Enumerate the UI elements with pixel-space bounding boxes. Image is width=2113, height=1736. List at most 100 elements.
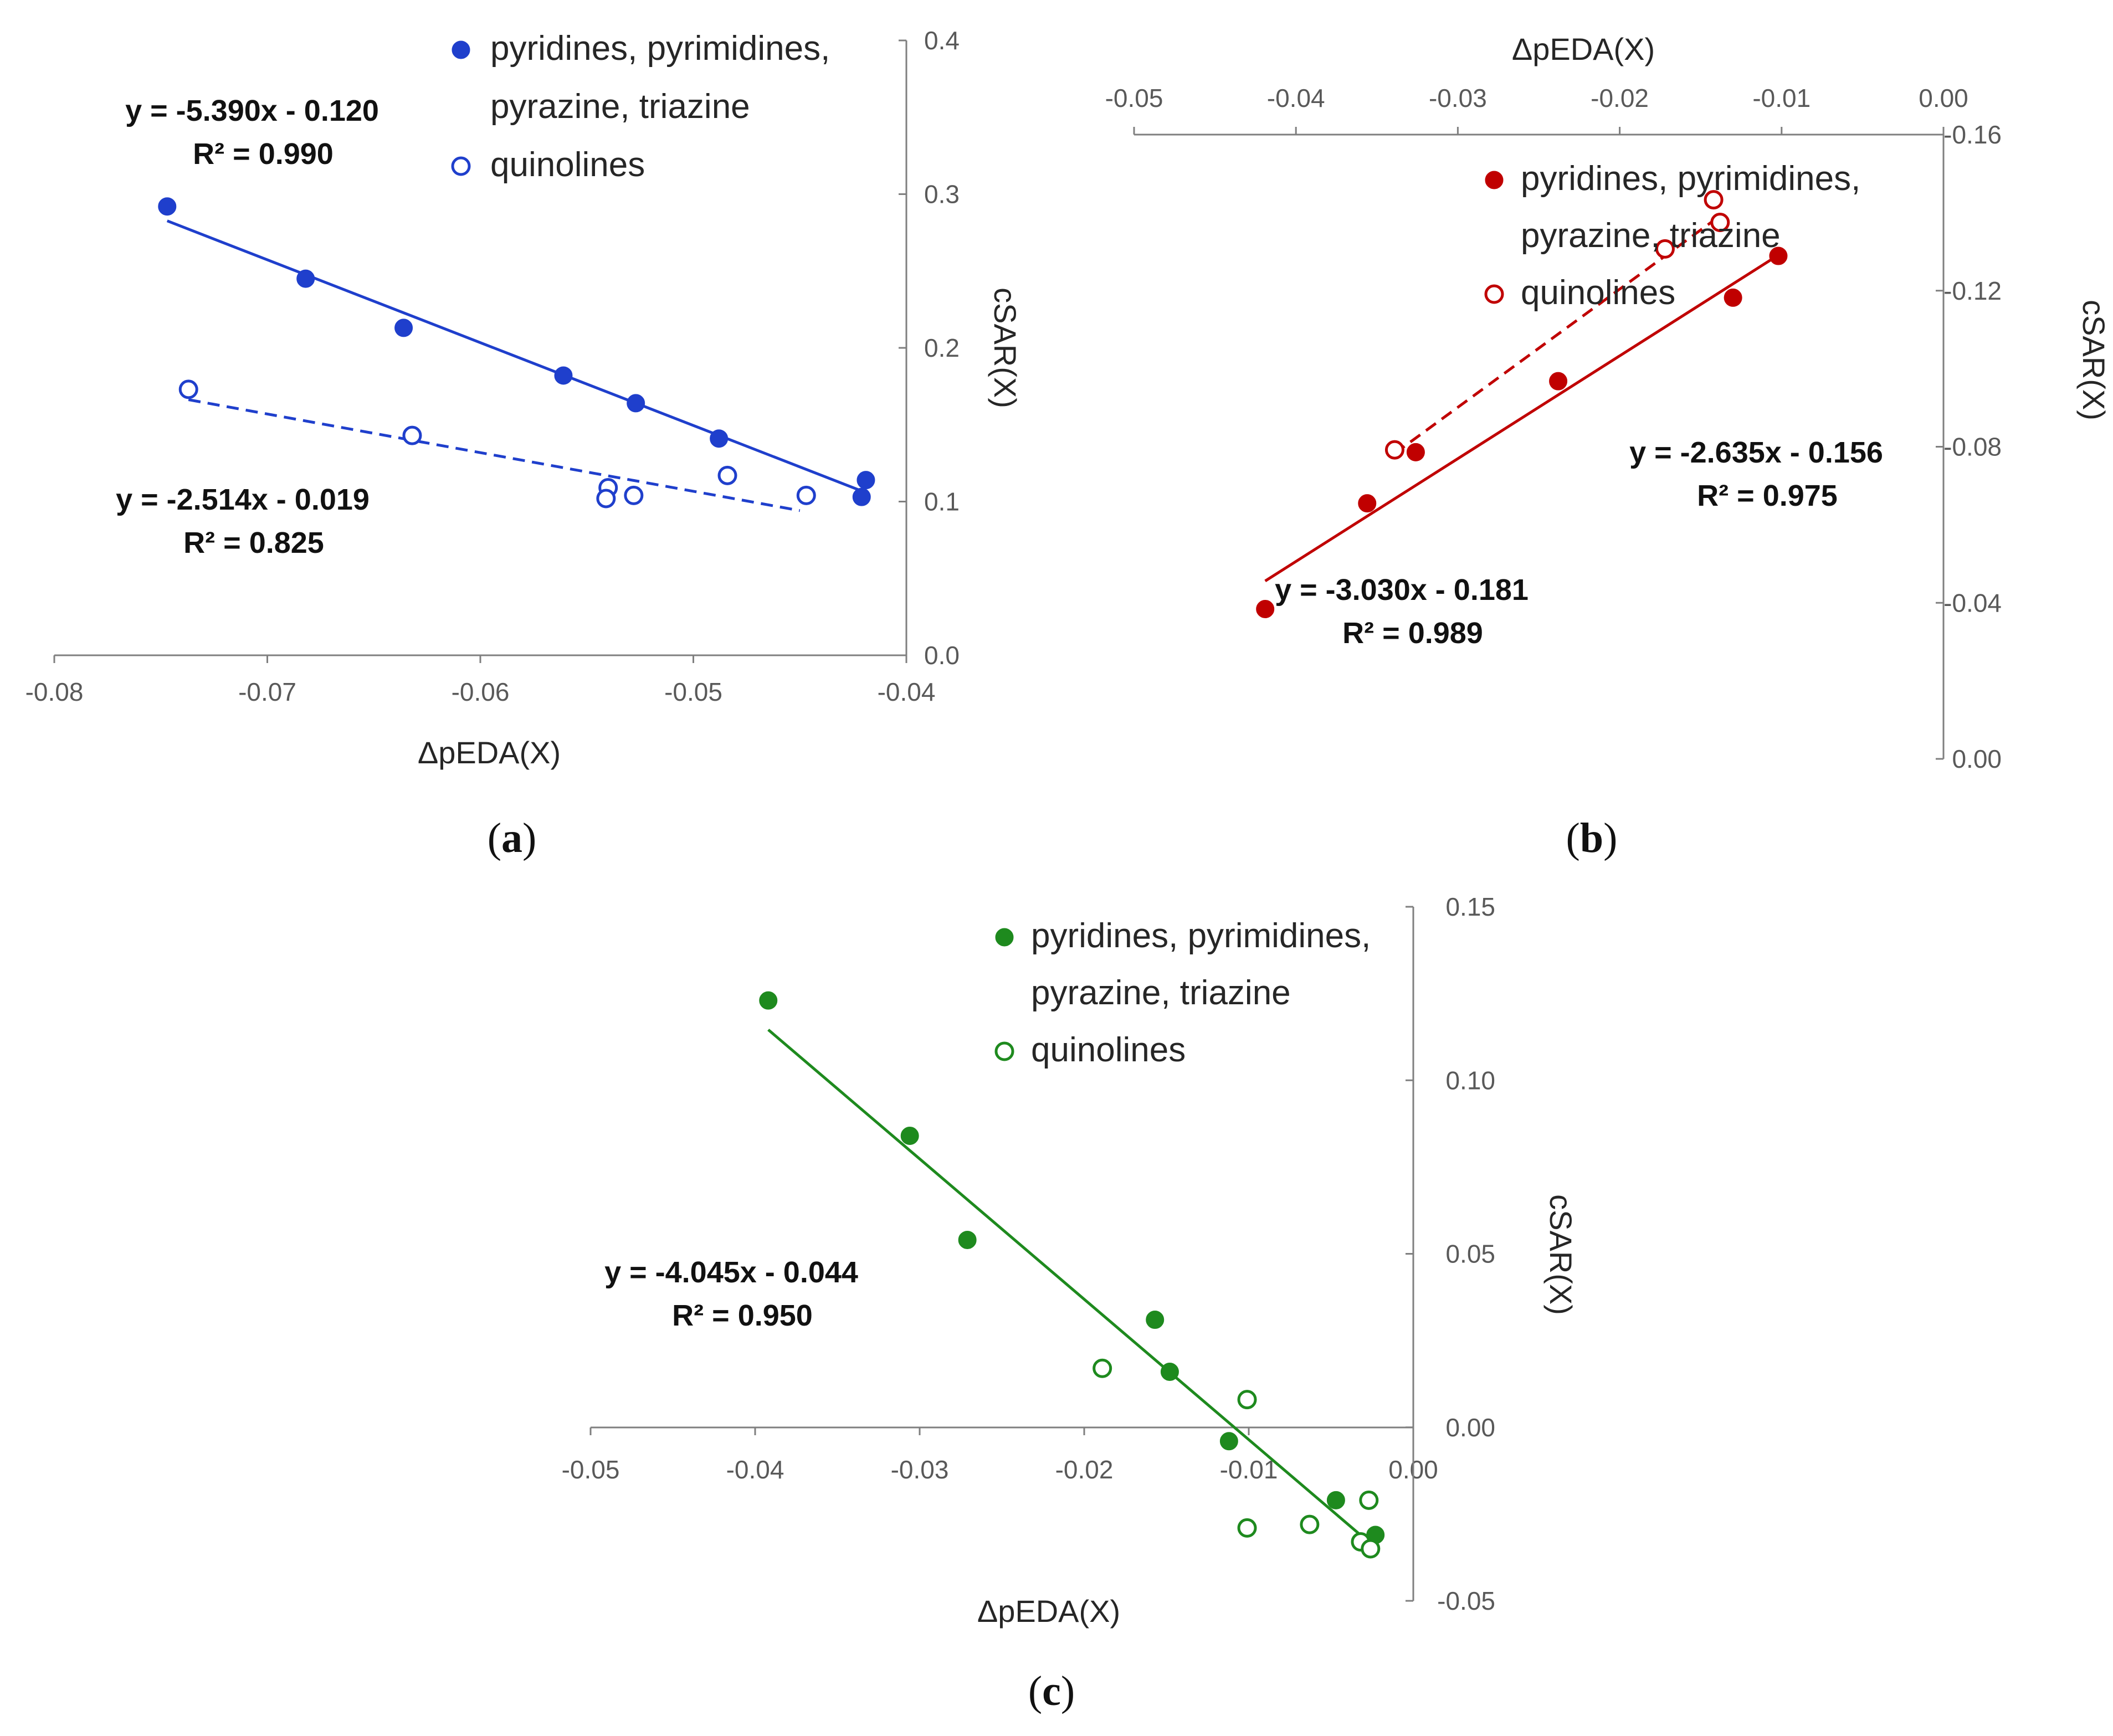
data-point-filled <box>900 1126 919 1145</box>
y-tick-label: 0.00 <box>1445 1413 1495 1442</box>
regression-equation: y = -4.045x - 0.044 <box>604 1256 858 1289</box>
r-squared-label: R² = 0.975 <box>1697 479 1838 512</box>
data-point-open <box>178 379 198 399</box>
data-point-filled <box>158 197 177 216</box>
legend: pyridines, pyrimidines, pyrazine, triazin… <box>994 917 1371 1069</box>
y-tick-label: 0.1 <box>924 487 960 516</box>
chart-panel-a: -0.08 -0.07 -0.06 -0.05 -0.04 0.0 0.1 0.2 0.3 0.4… <box>25 26 1023 861</box>
legend-marker-filled <box>995 928 1014 947</box>
panel-caption: (a) <box>488 815 537 861</box>
regression-equation: y = -5.390x - 0.120 <box>125 94 379 127</box>
legend-label: quinolines <box>1031 1031 1186 1069</box>
data-point-filled <box>1358 494 1377 513</box>
x-tick-label: -0.08 <box>25 677 84 706</box>
data-point-open <box>1237 1518 1257 1538</box>
legend-marker-open <box>451 156 471 176</box>
x-axis-title: ΔpEDA(X) <box>418 735 561 770</box>
y-tick-label: 0.3 <box>924 180 960 209</box>
x-tick-label: -0.05 <box>664 677 722 706</box>
regression-equation: y = -2.635x - 0.156 <box>1629 436 1883 469</box>
data-point-filled <box>554 366 573 385</box>
data-point-filled <box>1769 246 1788 265</box>
y-tick-label: -0.04 <box>1943 588 2002 617</box>
x-tick-label: -0.05 <box>1105 84 1163 112</box>
y-tick-label: 0.10 <box>1445 1066 1495 1095</box>
legend-label: quinolines <box>490 146 645 184</box>
data-point-filled <box>1160 1363 1179 1381</box>
y-axis-title: cSAR(X) <box>1543 1194 1578 1315</box>
data-point-open <box>1655 239 1675 259</box>
trendline-solid <box>1264 254 1779 582</box>
x-axis-title: ΔpEDA(X) <box>1512 32 1655 66</box>
legend-label: pyrazine, triazine <box>1521 217 1781 255</box>
data-point-filled <box>1326 1491 1345 1509</box>
legend: pyridines, pyrimidines, pyrazine, triazin… <box>1484 160 1860 312</box>
data-point-open <box>1300 1514 1320 1534</box>
y-tick-label: -0.08 <box>1943 433 2002 461</box>
trendline-solid <box>166 219 866 494</box>
legend-marker-filled <box>452 40 470 59</box>
data-point-open <box>1710 212 1730 232</box>
x-tick-label: -0.04 <box>1267 84 1325 112</box>
panel-caption-letter: c <box>1042 1668 1061 1714</box>
data-point-open <box>717 465 737 485</box>
trendline-dashed <box>188 398 801 512</box>
y-axis-title: cSAR(X) <box>2076 300 2111 420</box>
y-tick-label: 0.05 <box>1445 1240 1495 1268</box>
data-point-filled <box>759 991 778 1010</box>
y-axis-title: cSAR(X) <box>988 287 1023 408</box>
x-tick-label: -0.02 <box>1591 84 1649 112</box>
legend-label: quinolines <box>1521 274 1675 312</box>
x-tick-label: 0.00 <box>1919 84 1968 112</box>
trendline-solid <box>767 1029 1377 1549</box>
data-point-filled <box>958 1230 977 1249</box>
legend-label: pyridines, pyrimidines, <box>1521 160 1860 198</box>
data-point-open <box>1361 1539 1381 1559</box>
data-point-filled <box>1146 1311 1165 1329</box>
y-tick-label: 0.2 <box>924 333 960 362</box>
data-point-filled <box>710 429 729 448</box>
x-tick-label: -0.03 <box>891 1455 949 1484</box>
panel-caption-letter: a <box>501 815 522 861</box>
data-point-open <box>1704 190 1724 210</box>
data-point-filled <box>852 487 871 506</box>
x-tick-label: -0.04 <box>878 677 936 706</box>
legend-marker-filled <box>1485 171 1504 189</box>
data-point-filled <box>627 394 645 413</box>
x-tick-label: -0.06 <box>452 677 510 706</box>
regression-equation: y = -2.514x - 0.019 <box>116 483 370 516</box>
data-point-open <box>1093 1358 1112 1378</box>
data-point-filled <box>394 319 413 337</box>
data-point-filled <box>1219 1432 1238 1451</box>
r-squared-label: R² = 0.989 <box>1342 617 1483 650</box>
y-tick-label: -0.16 <box>1943 120 2002 149</box>
r-squared-label: R² = 0.990 <box>193 137 334 171</box>
y-tick-label: -0.05 <box>1437 1586 1495 1615</box>
legend-marker-open <box>1484 284 1504 304</box>
data-point-filled <box>1406 443 1425 461</box>
data-point-filled <box>857 471 875 490</box>
legend-label: pyridines, pyrimidines, <box>490 29 830 68</box>
x-tick-label: -0.01 <box>1752 84 1811 112</box>
legend-marker-open <box>994 1041 1014 1061</box>
x-tick-label: -0.05 <box>562 1455 620 1484</box>
data-point-open <box>1359 1490 1379 1510</box>
data-point-filled <box>296 269 315 288</box>
panel-caption: (b) <box>1566 815 1618 861</box>
data-point-open <box>596 489 616 509</box>
r-squared-label: R² = 0.825 <box>183 526 324 559</box>
y-tick-label: 0.15 <box>1445 892 1495 921</box>
y-tick-label: -0.12 <box>1943 276 2002 305</box>
y-tick-label: 0.00 <box>1952 744 2002 773</box>
data-point-open <box>1384 440 1404 460</box>
legend: pyridines, pyrimidines, pyrazine, triazin… <box>451 29 830 184</box>
chart-panel-b: -0.05 -0.04 -0.03 -0.02 -0.01 0.00 0.00 -0.04 -0… <box>1105 32 2111 861</box>
data-point-open <box>796 485 816 505</box>
r-squared-label: R² = 0.950 <box>672 1299 813 1332</box>
data-point-filled <box>1256 600 1275 619</box>
panel-caption: (c) <box>1028 1668 1075 1714</box>
legend-label: pyrazine, triazine <box>490 88 750 126</box>
data-point-open <box>1237 1390 1257 1410</box>
legend-label: pyrazine, triazine <box>1031 974 1291 1012</box>
regression-equation: y = -3.030x - 0.181 <box>1275 573 1529 607</box>
